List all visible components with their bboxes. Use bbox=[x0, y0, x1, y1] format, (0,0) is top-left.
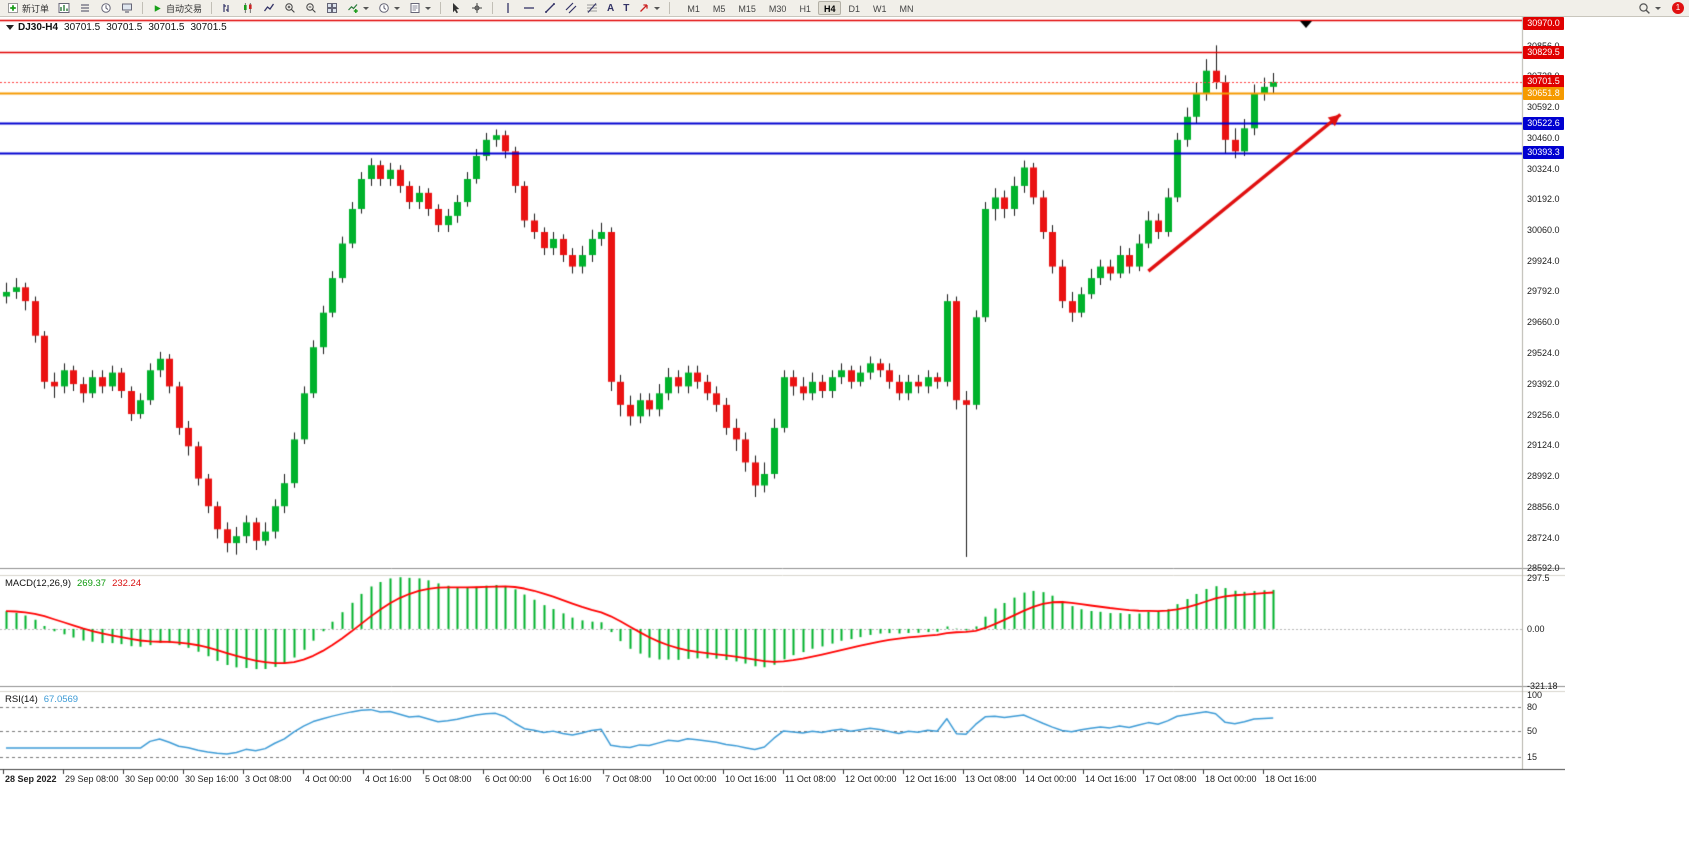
bar-chart-icon bbox=[221, 2, 233, 14]
chevron-down-icon bbox=[425, 6, 432, 10]
toolbar-separator bbox=[142, 2, 144, 14]
text-label-tool-button[interactable]: T bbox=[619, 1, 633, 16]
line-chart-icon bbox=[263, 2, 275, 14]
crosshair-button[interactable] bbox=[467, 1, 487, 16]
timeframe-button-mn[interactable]: MN bbox=[899, 4, 914, 14]
tile-windows-icon bbox=[326, 2, 338, 14]
fibonacci-tool-button[interactable] bbox=[582, 1, 602, 16]
horizontal-line-tool-button[interactable] bbox=[519, 1, 539, 16]
candle-chart-icon bbox=[242, 2, 254, 14]
charts-icon bbox=[58, 2, 70, 14]
charts-button[interactable] bbox=[54, 1, 74, 16]
periods-button[interactable] bbox=[374, 1, 404, 16]
navigator-button[interactable] bbox=[96, 1, 116, 16]
indicators-add-button[interactable] bbox=[343, 1, 373, 16]
toolbar-separator bbox=[440, 2, 442, 14]
cursor-icon bbox=[450, 2, 462, 14]
trendline-icon bbox=[544, 2, 556, 14]
timeframe-button-h4[interactable]: H4 bbox=[817, 1, 842, 15]
line-chart-button[interactable] bbox=[259, 1, 279, 16]
text-a-icon: A bbox=[607, 2, 615, 14]
periods-clock-icon bbox=[378, 2, 390, 14]
trendline-tool-button[interactable] bbox=[540, 1, 560, 16]
zoom-in-button[interactable] bbox=[280, 1, 300, 16]
toolbar-separator bbox=[669, 2, 671, 14]
toolbar-separator bbox=[211, 2, 213, 14]
cursor-button[interactable] bbox=[446, 1, 466, 16]
candle-chart-button[interactable] bbox=[238, 1, 258, 16]
timeframe-button-m15[interactable]: M15 bbox=[738, 4, 756, 14]
navigator-icon bbox=[100, 2, 112, 14]
terminal-button[interactable] bbox=[117, 1, 137, 16]
search-icon bbox=[1638, 2, 1651, 15]
chevron-down-icon bbox=[1655, 6, 1661, 10]
autotrade-play-icon bbox=[152, 3, 163, 14]
timeframe-button-m5[interactable]: M5 bbox=[712, 4, 726, 14]
timeframe-button-w1[interactable]: W1 bbox=[872, 4, 887, 14]
timeframe-group: M1 M5 M15 M30 H1 H4 D1 W1 MN bbox=[681, 1, 919, 15]
horizontal-line-icon bbox=[523, 2, 535, 14]
crosshair-icon bbox=[471, 2, 483, 14]
vertical-line-tool-button[interactable] bbox=[498, 1, 518, 16]
timeframe-button-h1[interactable]: H1 bbox=[799, 4, 811, 14]
text-tool-button[interactable]: A bbox=[603, 1, 618, 16]
price-chart-canvas[interactable] bbox=[0, 0, 1565, 792]
chevron-down-icon bbox=[363, 6, 370, 10]
new-order-icon bbox=[7, 2, 19, 14]
timeframe-button-d1[interactable]: D1 bbox=[848, 4, 860, 14]
market-watch-icon bbox=[79, 2, 91, 14]
chevron-down-icon bbox=[654, 6, 661, 10]
zoom-in-icon bbox=[284, 2, 296, 14]
indicators-add-icon bbox=[347, 2, 359, 14]
chevron-down-icon bbox=[394, 6, 401, 10]
bar-chart-button[interactable] bbox=[217, 1, 237, 16]
arrows-tool-button[interactable] bbox=[634, 1, 664, 16]
fibonacci-icon bbox=[586, 2, 598, 14]
market-watch-button[interactable] bbox=[75, 1, 95, 16]
timeframe-button-m1[interactable]: M1 bbox=[687, 4, 700, 14]
templates-button[interactable] bbox=[405, 1, 435, 16]
search-button[interactable] bbox=[1634, 1, 1665, 16]
new-order-label: 新订单 bbox=[22, 3, 50, 14]
zoom-out-button[interactable] bbox=[301, 1, 321, 16]
main-toolbar: 新订单 自动交易 A T M1 M5 M15 M30 H1 H4 D1 W bbox=[0, 0, 1689, 17]
new-order-button[interactable]: 新订单 bbox=[3, 1, 53, 16]
arrow-tool-icon bbox=[638, 2, 650, 14]
autotrade-label: 自动交易 bbox=[166, 3, 203, 14]
vertical-line-icon bbox=[502, 2, 514, 14]
terminal-icon bbox=[121, 2, 133, 14]
tile-windows-button[interactable] bbox=[322, 1, 342, 16]
zoom-out-icon bbox=[305, 2, 317, 14]
autotrade-button[interactable]: 自动交易 bbox=[148, 1, 206, 16]
channel-icon bbox=[565, 2, 577, 14]
notification-badge[interactable]: 1 bbox=[1672, 2, 1684, 14]
timeframe-button-m30[interactable]: M30 bbox=[768, 4, 787, 14]
toolbar-separator bbox=[492, 2, 494, 14]
text-t-icon: T bbox=[623, 2, 630, 14]
templates-icon bbox=[409, 2, 421, 14]
channel-tool-button[interactable] bbox=[561, 1, 581, 16]
